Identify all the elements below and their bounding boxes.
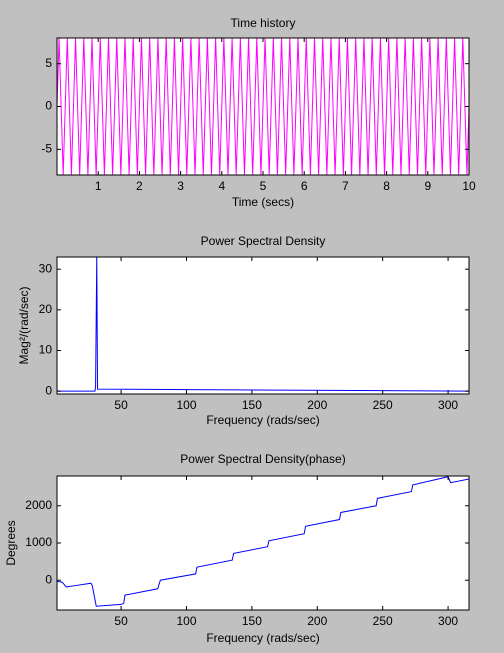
x-tick-label: 100 bbox=[176, 398, 196, 412]
y-tick-label: 10 bbox=[39, 343, 53, 357]
x-tick-label: 300 bbox=[438, 398, 458, 412]
x-tick-label: 8 bbox=[383, 179, 390, 193]
data-line bbox=[57, 257, 469, 392]
axes: 50 100 150 200 250 300 0 10 20 30 Power Spectral D… bbox=[17, 234, 470, 427]
data-line bbox=[57, 38, 469, 175]
x-axis-label: Time (secs) bbox=[232, 195, 294, 209]
y-tick-label: 0 bbox=[45, 383, 52, 397]
x-tick-label: 2 bbox=[136, 179, 143, 193]
chart-title: Power Spectral Density(phase) bbox=[180, 452, 345, 466]
x-axis-label: Frequency (rads/sec) bbox=[206, 631, 319, 645]
axes: 1 2 3 4 5 6 7 8 9 10 -5 0 5 Time history Time (secs) bbox=[41, 16, 476, 209]
x-tick-label: 5 bbox=[260, 179, 267, 193]
y-axis-label: Degrees bbox=[4, 520, 18, 565]
y-tick-label: 1000 bbox=[25, 535, 52, 549]
x-axis-label: Frequency (rads/sec) bbox=[206, 413, 319, 427]
x-tick-label: 10 bbox=[462, 179, 476, 193]
x-tick-label: 300 bbox=[438, 614, 458, 628]
y-tick-label: 2000 bbox=[25, 498, 52, 512]
x-tick-label: 200 bbox=[307, 614, 327, 628]
x-tick-label: 4 bbox=[218, 179, 225, 193]
plot-area bbox=[57, 257, 469, 394]
plot-area bbox=[57, 476, 469, 610]
y-tick-label: 30 bbox=[39, 261, 53, 275]
chart-title: Time history bbox=[231, 16, 296, 30]
x-tick-label: 150 bbox=[242, 614, 262, 628]
x-tick-label: 50 bbox=[114, 614, 128, 628]
x-tick-label: 100 bbox=[176, 614, 196, 628]
data-line bbox=[57, 476, 469, 607]
x-tick-label: 250 bbox=[373, 614, 393, 628]
x-tick-label: 3 bbox=[177, 179, 184, 193]
y-tick-label: -5 bbox=[41, 141, 52, 155]
y-axis-label: Mag²/(rad/sec) bbox=[17, 286, 31, 364]
x-tick-label: 6 bbox=[301, 179, 308, 193]
x-tick-label: 150 bbox=[242, 398, 262, 412]
x-tick-label: 50 bbox=[114, 398, 128, 412]
y-tick-label: 0 bbox=[45, 99, 52, 113]
x-tick-label: 250 bbox=[373, 398, 393, 412]
axes: 50 100 150 200 250 300 0 1000 2000 Power Spectral… bbox=[4, 452, 470, 645]
y-tick-label: 0 bbox=[45, 572, 52, 586]
x-tick-label: 200 bbox=[307, 398, 327, 412]
y-tick-label: 5 bbox=[45, 56, 52, 70]
axes-box bbox=[56, 256, 470, 395]
chart-title: Power Spectral Density bbox=[201, 234, 326, 248]
x-tick-label: 9 bbox=[424, 179, 431, 193]
x-tick-label: 1 bbox=[95, 179, 102, 193]
y-tick-label: 20 bbox=[39, 302, 53, 316]
x-tick-label: 7 bbox=[342, 179, 349, 193]
